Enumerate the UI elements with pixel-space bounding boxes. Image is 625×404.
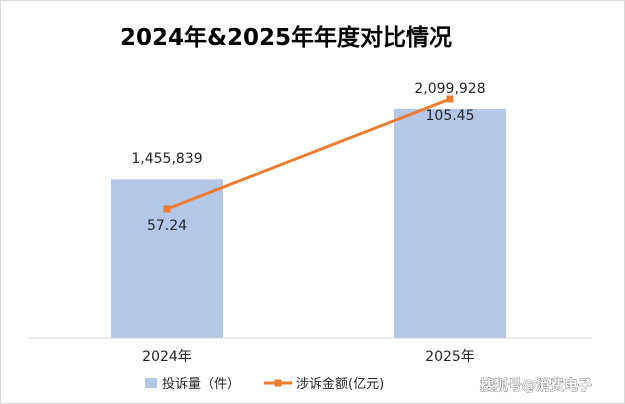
bar-value-label-2: 2,099,928 <box>414 81 485 97</box>
chart-title: 2024年&2025年年度对比情况 <box>120 24 452 51</box>
bar-2 <box>394 109 506 338</box>
x-tick-label-1: 2024年 <box>142 349 192 365</box>
line-marker-1 <box>163 205 171 213</box>
watermark: 搜狐号@消费电子 <box>480 377 592 394</box>
line-series <box>163 95 454 213</box>
legend-line-marker <box>274 379 282 387</box>
legend-swatch-bar <box>145 378 157 388</box>
legend-label-bar: 投诉量（件） <box>162 376 240 392</box>
x-tick-labels: 2024年 2025年 <box>142 349 475 365</box>
legend: 投诉量（件） 涉诉金额(亿元) <box>145 376 384 392</box>
legend-label-line: 涉诉金额(亿元) <box>296 376 384 392</box>
bar-value-label-1: 1,455,839 <box>131 151 202 167</box>
x-tick-label-2: 2025年 <box>425 349 475 365</box>
line-marker-2 <box>446 95 454 103</box>
bar-1 <box>111 179 223 338</box>
line-path <box>166 97 451 211</box>
data-labels: 1,455,839 2,099,928 57.24 105.45 <box>131 81 485 234</box>
line-value-label-2: 105.45 <box>426 108 475 124</box>
line-value-label-1: 57.24 <box>147 218 187 234</box>
